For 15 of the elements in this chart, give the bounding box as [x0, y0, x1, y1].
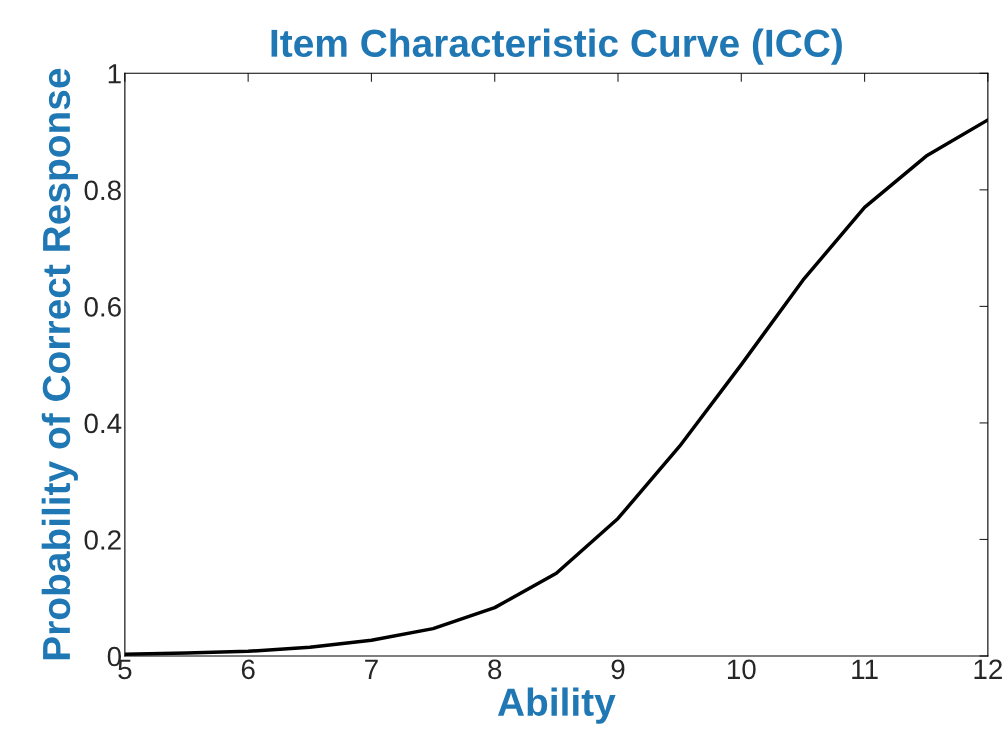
y-tick-label: 1: [108, 64, 121, 84]
x-tick-label: 6: [241, 659, 255, 680]
x-tick-label: 11: [852, 659, 878, 679]
x-tick-label: 10: [727, 659, 756, 680]
y-tick-label: 0.8: [84, 180, 121, 201]
x-tick-label: 7: [365, 659, 378, 679]
chart-title: Item Characteristic Curve (ICC): [271, 28, 842, 65]
y-tick-label: 0.4: [84, 413, 122, 434]
y-axis-title: Probability of Correct Response: [41, 68, 78, 660]
x-tick-label: 12: [974, 659, 1002, 679]
y-tick-label: 0.6: [84, 297, 121, 317]
x-tick-label: 8: [488, 659, 502, 680]
x-tick-label: 9: [611, 659, 625, 680]
y-tick-label: 0.2: [84, 530, 121, 550]
x-axis-title: Ability: [497, 687, 616, 724]
